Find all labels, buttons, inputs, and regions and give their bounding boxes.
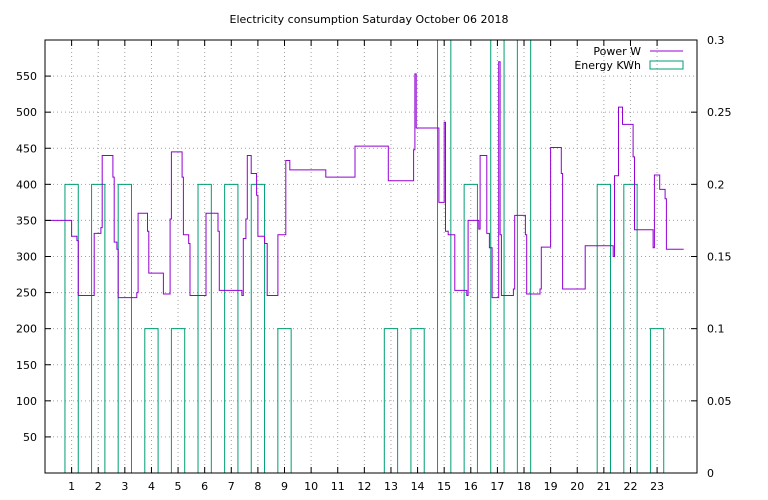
energy-step: [64, 183, 79, 473]
legend-swatch-energy: [649, 60, 684, 70]
y-tick-label: 50: [23, 431, 37, 444]
power-line: [45, 61, 684, 299]
y2-tick-label: 0.25: [707, 106, 732, 119]
x-tick-label: 1: [68, 480, 75, 493]
energy-step: [463, 183, 478, 473]
y-tick-label: 100: [16, 395, 37, 408]
x-tick-label: 19: [544, 480, 558, 493]
chart-title: Electricity consumption Saturday October…: [230, 13, 509, 26]
energy-step: [410, 328, 425, 473]
energy-step: [144, 328, 159, 473]
y-tick-label: 550: [16, 70, 37, 83]
x-tick-label: 15: [437, 480, 451, 493]
energy-step: [649, 328, 665, 473]
x-tick-label: 3: [121, 480, 128, 493]
y-tick-label: 400: [16, 178, 37, 191]
x-tick-label: 21: [597, 480, 611, 493]
y-tick-label: 350: [16, 214, 37, 227]
energy-step: [383, 328, 399, 473]
y-tick-label: 450: [16, 142, 37, 155]
x-tick-label: 10: [304, 480, 318, 493]
y-tick-label: 150: [16, 359, 37, 372]
x-tick-label: 6: [201, 480, 208, 493]
y2-tick-label: 0.05: [707, 395, 732, 408]
y-tick-label: 250: [16, 287, 37, 300]
x-tick-label: 4: [148, 480, 155, 493]
x-tick-label: 18: [517, 480, 531, 493]
plot-frame: [44, 39, 698, 474]
x-tick-label: 12: [357, 480, 371, 493]
energy-step: [117, 183, 132, 473]
energy-step: [197, 183, 212, 473]
y2-tick-label: 0.15: [707, 251, 732, 264]
legend-label: Power W: [593, 45, 641, 58]
energy-step: [596, 183, 612, 473]
x-tick-label: 2: [95, 480, 102, 493]
x-tick-label: 9: [281, 480, 288, 493]
y-tick-label: 500: [16, 106, 37, 119]
x-axis: 1 2 3 4 5 6 7 8 9 10 11 12 13 14 15 16 17 18 19 20 21 22 23: [68, 40, 664, 493]
x-tick-label: 7: [228, 480, 235, 493]
y2-axis: 0 0.05 0.1 0.15 0.2 0.25 0.3: [691, 34, 732, 480]
y2-tick-label: 0: [707, 467, 714, 480]
energy-step: [91, 183, 106, 473]
y2-tick-label: 0.3: [707, 34, 725, 47]
y-tick-label: 200: [16, 323, 37, 336]
energy-step: [623, 183, 638, 473]
x-tick-label: 22: [623, 480, 637, 493]
y2-tick-label: 0.2: [707, 178, 725, 191]
x-tick-label: 13: [384, 480, 398, 493]
x-tick-label: 16: [464, 480, 478, 493]
legend-label: Energy KWh: [574, 59, 641, 72]
x-tick-label: 5: [175, 480, 182, 493]
power-series: [45, 61, 684, 299]
x-tick-label: 11: [331, 480, 345, 493]
grid: [45, 40, 697, 473]
y2-tick-label: 0.1: [707, 323, 725, 336]
energy-step: [224, 183, 239, 473]
energy-step: [250, 183, 266, 473]
x-tick-label: 17: [490, 480, 504, 493]
x-tick-label: 8: [254, 480, 261, 493]
energy-step: [277, 328, 292, 473]
y-axis: 50 100 150 200 250 300 350 400 450 500 550: [16, 70, 51, 444]
y-tick-label: 300: [16, 251, 37, 264]
x-tick-label: 20: [570, 480, 584, 493]
x-tick-label: 23: [650, 480, 664, 493]
x-tick-label: 14: [411, 480, 425, 493]
energy-step: [170, 328, 186, 473]
